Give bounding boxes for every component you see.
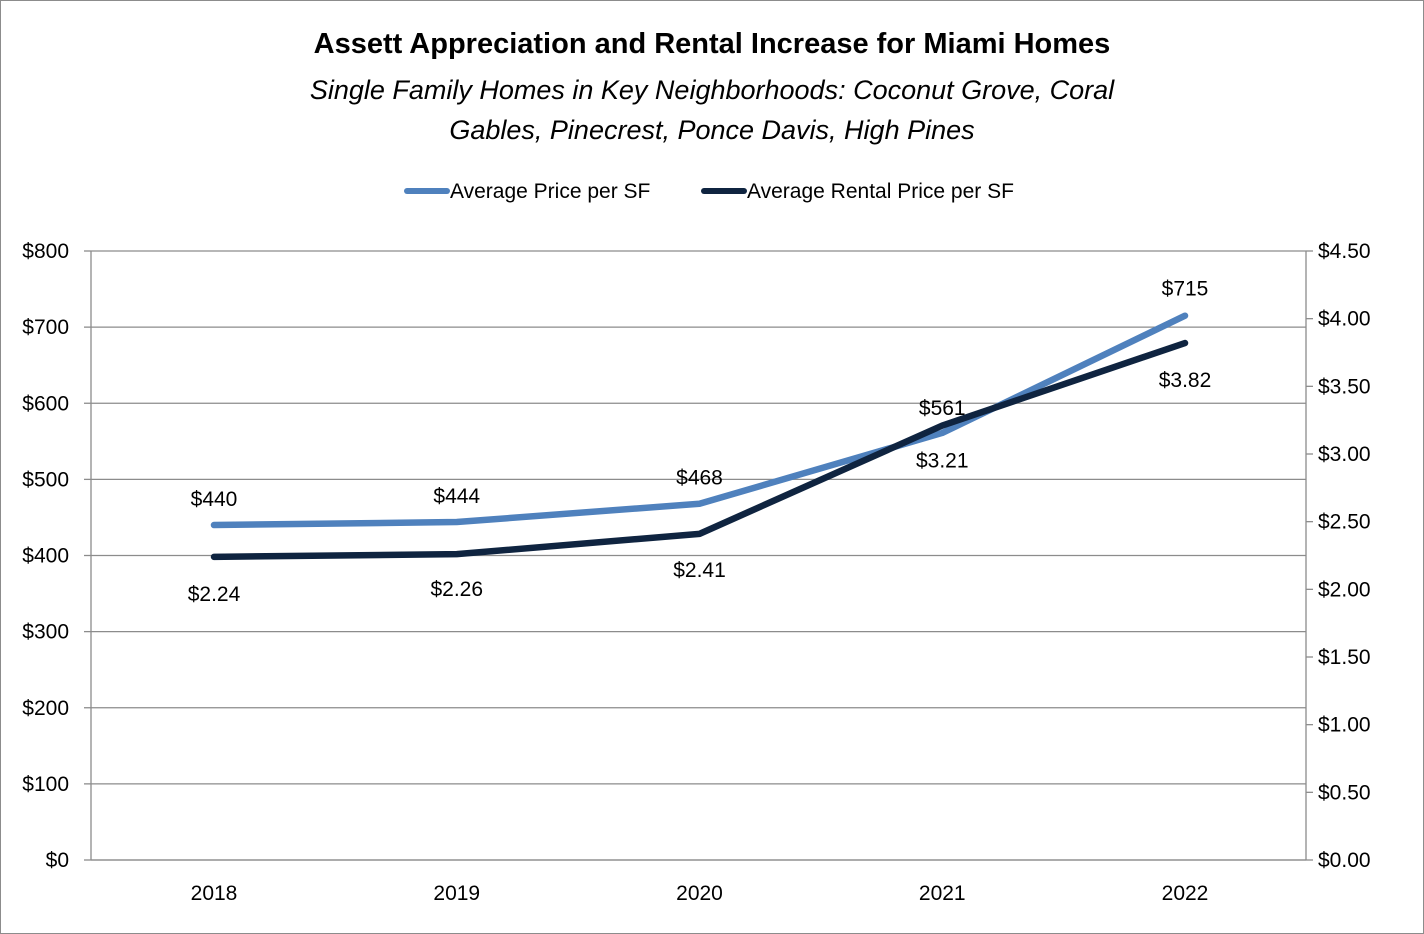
legend-label-rental: Average Rental Price per SF xyxy=(747,180,1014,203)
left-axis-tick-label: $800 xyxy=(22,240,69,263)
legend-label-price: Average Price per SF xyxy=(450,180,651,203)
legend-swatch-rental xyxy=(701,188,747,194)
right-axis-tick-label: $0.50 xyxy=(1318,781,1371,804)
x-axis-tick-label: 2019 xyxy=(433,882,480,905)
axes: $0 $100 $200 $300 $400 $500 $600 $700 $800 $0.00 $… xyxy=(22,240,1370,905)
legend-swatch-price xyxy=(404,188,450,194)
chart-title: Assett Appreciation and Rental Increase … xyxy=(313,28,1111,60)
left-axis-tick-label: $600 xyxy=(22,392,69,415)
left-axis-tick-label: $100 xyxy=(22,773,69,796)
right-axis-tick-label: $2.50 xyxy=(1318,511,1371,534)
chart-legend: Average Price per SF Average Rental Pric… xyxy=(0,178,1424,208)
x-axis-tick-label: 2018 xyxy=(191,882,238,905)
rental-data-label: $3.82 xyxy=(1159,369,1212,392)
right-axis-tick-label: $4.00 xyxy=(1318,308,1371,331)
left-axis-tick-label: $400 xyxy=(22,545,69,568)
rental-data-label: $2.26 xyxy=(430,578,483,601)
left-axis-tick-label: $500 xyxy=(22,468,69,491)
rental-data-label: $2.41 xyxy=(673,559,726,582)
right-axis-tick-label: $4.50 xyxy=(1318,240,1371,263)
left-axis-tick-label: $700 xyxy=(22,316,69,339)
right-axis-tick-label: $3.50 xyxy=(1318,375,1371,398)
price-data-label: $468 xyxy=(676,467,723,490)
price-data-label: $440 xyxy=(191,488,238,511)
price-series-line xyxy=(210,312,1189,529)
right-axis-tick-label: $3.00 xyxy=(1318,443,1371,466)
rental-series-line xyxy=(210,339,1189,561)
x-axis-tick-label: 2022 xyxy=(1162,882,1209,905)
x-axis-tick-label: 2021 xyxy=(919,882,966,905)
series-lines xyxy=(210,312,1189,561)
right-axis-tick-label: $1.50 xyxy=(1318,646,1371,669)
data-labels: $440 $444 $468 $561 $715 $2.24 $2.26 $2.41 $3.21… xyxy=(188,278,1212,606)
left-axis-tick-label: $0 xyxy=(46,849,69,872)
rental-data-label: $3.21 xyxy=(916,450,969,473)
right-axis-tick-label: $1.00 xyxy=(1318,714,1371,737)
price-data-label: $561 xyxy=(919,397,966,420)
right-axis-tick-label: $2.00 xyxy=(1318,578,1371,601)
left-axis-tick-label: $200 xyxy=(22,697,69,720)
rental-data-label: $2.24 xyxy=(188,583,241,606)
price-data-label: $715 xyxy=(1162,278,1209,301)
left-axis-tick-label: $300 xyxy=(22,621,69,644)
price-data-label: $444 xyxy=(433,485,480,508)
right-axis-tick-label: $0.00 xyxy=(1318,849,1371,872)
x-axis-tick-label: 2020 xyxy=(676,882,723,905)
chart-subtitle: Single Family Homes in Key Neighborhoods… xyxy=(309,75,1115,145)
